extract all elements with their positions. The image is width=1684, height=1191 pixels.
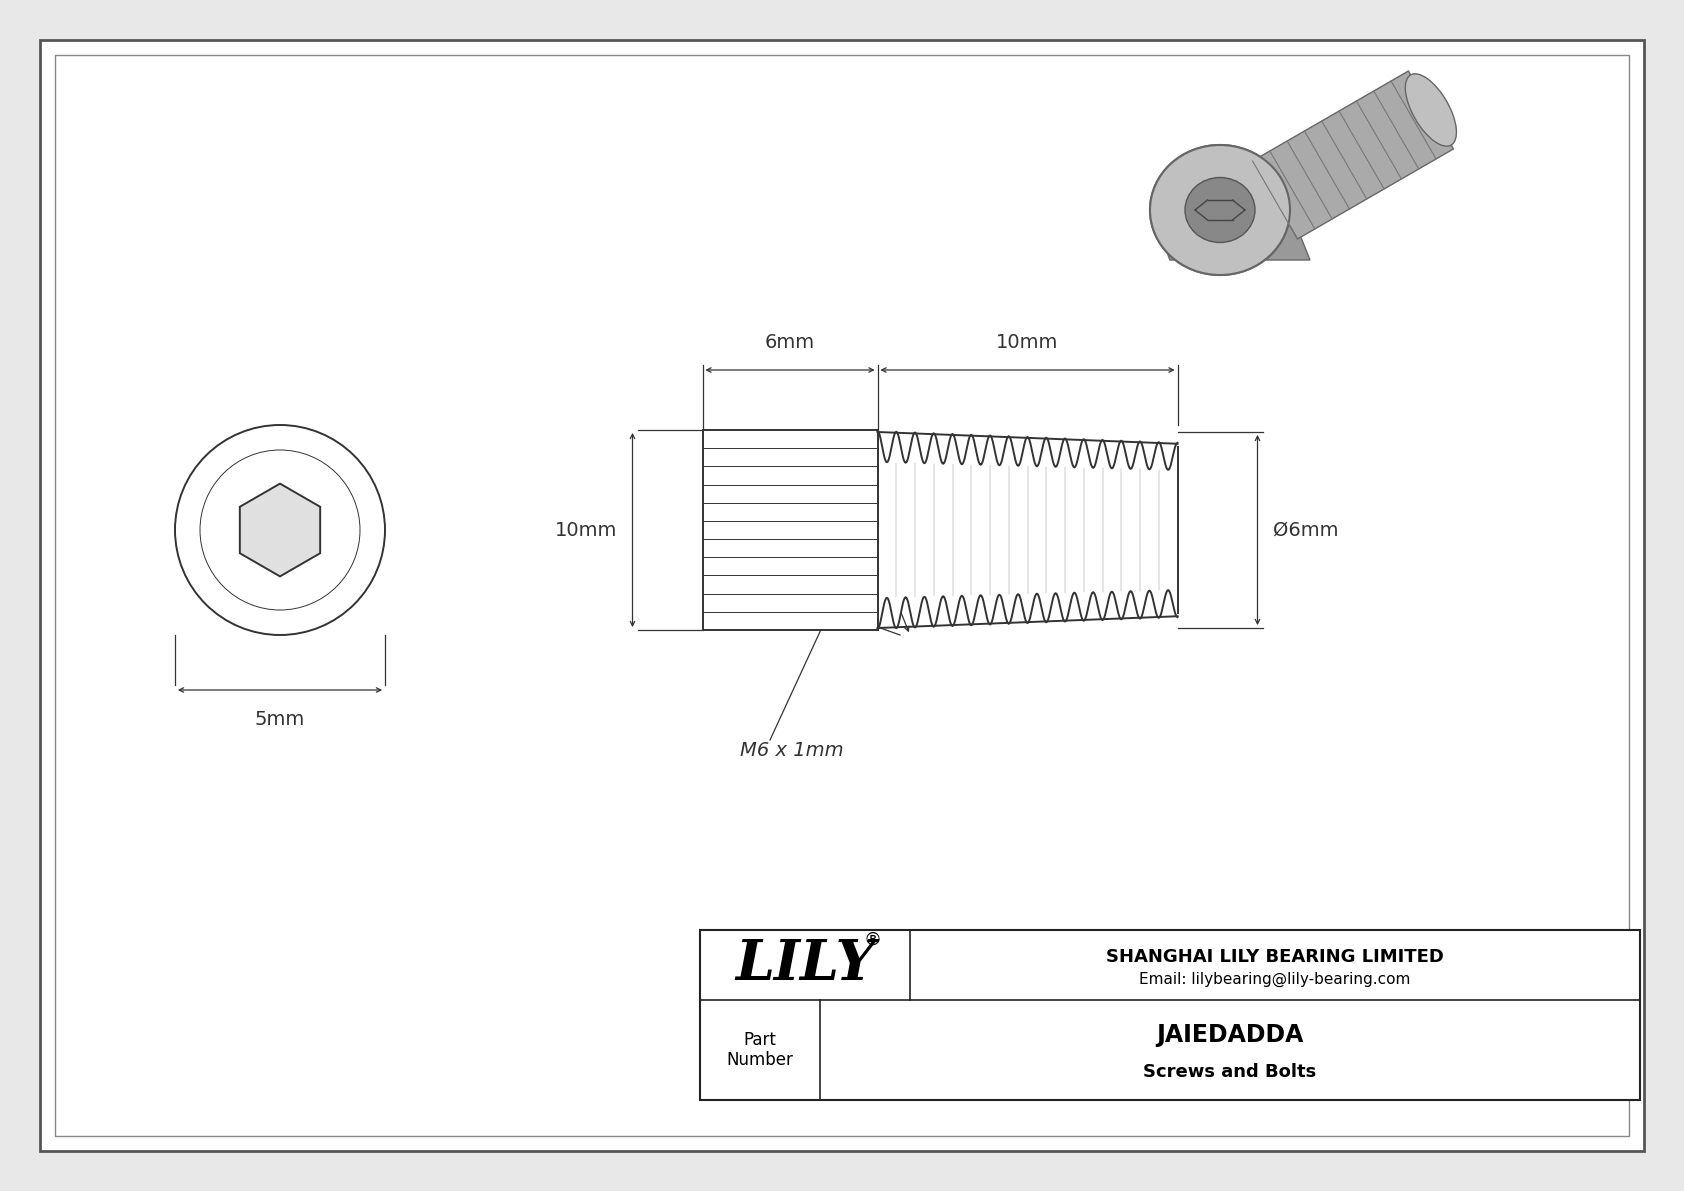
Bar [701,930,1640,1100]
Text: Email: lilybearing@lily-bearing.com: Email: lilybearing@lily-bearing.com [1140,972,1411,986]
Bar [702,430,877,630]
Bar [877,429,1179,631]
Circle shape [200,450,360,610]
Text: Ø6mm: Ø6mm [1273,520,1339,540]
Text: Screws and Bolts: Screws and Bolts [1143,1064,1317,1081]
Text: Part
Number: Part Number [726,1030,793,1070]
Text: SHANGHAI LILY BEARING LIMITED: SHANGHAI LILY BEARING LIMITED [1106,948,1443,966]
Ellipse shape [1150,145,1290,275]
Text: 10mm: 10mm [997,333,1059,353]
Polygon shape [1150,210,1310,260]
Text: 10mm: 10mm [556,520,618,540]
Text: JAIEDADDA: JAIEDADDA [1157,1023,1303,1047]
Text: 5mm: 5mm [254,710,305,729]
Ellipse shape [1186,177,1255,243]
Polygon shape [1253,71,1453,239]
Text: LILY: LILY [734,937,876,992]
Text: ®: ® [864,931,882,949]
Ellipse shape [1406,74,1457,146]
Text: 6mm: 6mm [765,333,815,353]
Circle shape [175,425,386,635]
Text: M6 x 1mm: M6 x 1mm [739,741,844,760]
Ellipse shape [1150,145,1290,275]
Polygon shape [239,484,320,576]
